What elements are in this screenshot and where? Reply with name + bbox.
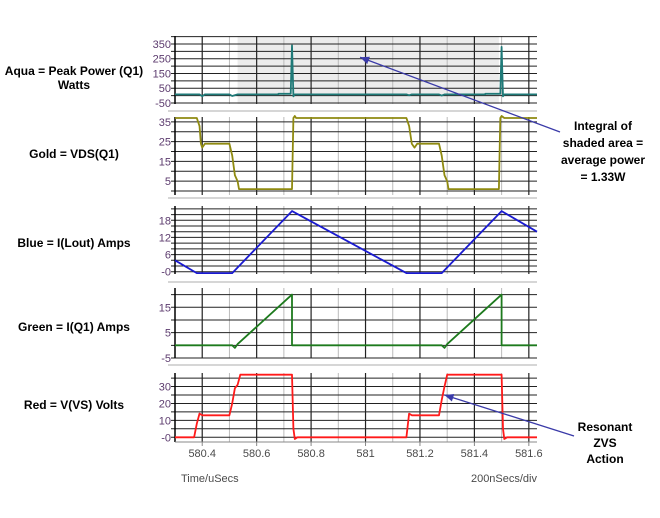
y-tick-label: 15 (159, 302, 171, 314)
x-tick-label: 580.6 (243, 448, 271, 460)
annotation-arrow (359, 56, 561, 133)
x-tick-label: 581.4 (461, 448, 489, 460)
annotation-arrow (444, 394, 575, 437)
x-tick-label: 581.6 (515, 448, 543, 460)
x-tick-label: 581.2 (406, 448, 434, 460)
y-tick-label: 35 (159, 117, 171, 129)
y-tick-label: -5 (161, 353, 171, 365)
y-tick-label: 50 (159, 83, 171, 95)
panel-label-red: Red = V(VS) Volts (23, 398, 125, 412)
y-tick-label: -50 (155, 98, 171, 110)
y-tick-label: 15 (159, 156, 171, 168)
trace-blue (174, 210, 538, 274)
panel-label-green: Green = I(Q1) Amps (18, 320, 130, 334)
annotation-line: shaded area = (562, 136, 644, 150)
y-tick-label: 150 (153, 68, 171, 80)
panel-label-aqua: Aqua = Peak Power (Q1) Watts (0, 64, 148, 92)
annotation-line: ZVS (593, 436, 617, 450)
y-tick-label: 20 (159, 398, 171, 410)
annotation-resonant-zvs: Resonant ZVS Action (560, 419, 650, 467)
y-tick-label: 12 (159, 232, 171, 244)
y-tick-label: 5 (165, 328, 171, 340)
panel-gold: 35 25 15 5 (159, 115, 537, 195)
trace-gold (175, 115, 537, 190)
x-tick-label: 580.4 (188, 448, 216, 460)
y-tick-label: 6 (165, 250, 171, 262)
x-tick-label: 581 (356, 448, 374, 460)
y-tick-label: 250 (153, 54, 171, 66)
annotation-line: Resonant (577, 420, 633, 434)
annotation-line: average power (560, 153, 646, 167)
panel-aqua: 350 250 150 50 -50 (153, 36, 537, 110)
trace-green (175, 293, 537, 349)
panel-label-blue: Blue = I(Lout) Amps (17, 236, 131, 250)
annotation-average-power: Integral of shaded area = average power … (548, 118, 658, 186)
panel-label-aqua-name: Aqua = Peak Power (Q1) (4, 64, 144, 78)
panel-label-aqua-unit: Watts (57, 78, 91, 92)
x-tick-label: 580.8 (297, 448, 325, 460)
trace-aqua (175, 44, 537, 98)
time-scale-label: 200nSecs/div (471, 473, 538, 485)
annotation-line: Action (586, 452, 624, 466)
y-tick-label: -0 (161, 267, 171, 279)
y-tick-label: 30 (159, 382, 171, 394)
y-tick-label: 25 (159, 137, 171, 149)
panel-blue: 18 12 6 -0 (159, 206, 538, 279)
y-tick-label: 350 (153, 39, 171, 51)
panel-red: 30 20 10 -0 (159, 373, 537, 444)
annotation-line: Integral of (573, 119, 632, 133)
y-tick-label: 5 (165, 176, 171, 188)
y-tick-label: -0 (161, 432, 171, 444)
panel-label-gold: Gold = VDS(Q1) (29, 147, 119, 161)
x-axis-title: Time/uSecs (181, 473, 239, 485)
trace-red (175, 373, 537, 440)
annotation-line: = 1.33W (580, 170, 626, 184)
y-tick-label: 18 (159, 215, 171, 227)
panel-green: 15 5 -5 (159, 288, 537, 365)
y-tick-label: 10 (159, 415, 171, 427)
